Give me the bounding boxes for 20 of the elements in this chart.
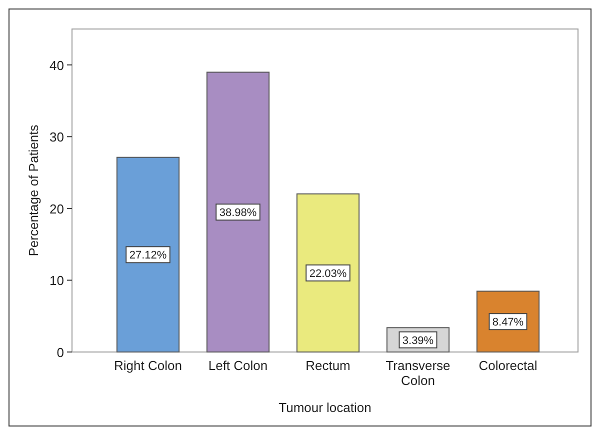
y-tick-label: 30 <box>50 130 64 145</box>
data-label: 38.98% <box>219 207 257 220</box>
bar <box>296 193 360 352</box>
y-tick-label: 10 <box>50 273 64 288</box>
y-axis-title: Percentage of Patients <box>26 124 41 256</box>
data-label: 8.47% <box>492 316 524 329</box>
data-label: 22.03% <box>309 268 347 280</box>
data-label: 3.39% <box>402 334 434 347</box>
data-label: 27.12% <box>129 250 167 262</box>
y-tick-label: 40 <box>50 58 64 73</box>
x-tick-label: Colorectal <box>478 358 538 373</box>
x-tick-label: Left Colon <box>208 358 268 373</box>
x-tick-label: Right Colon <box>114 358 182 373</box>
x-axis-title: Tumour location <box>278 400 372 415</box>
bar <box>206 72 270 352</box>
y-tick-label: 20 <box>50 201 64 216</box>
x-tick-label: Transverse Colon <box>386 358 450 388</box>
y-tick-label: 0 <box>56 345 64 360</box>
bar <box>116 156 180 352</box>
x-tick-label: Rectum <box>306 358 350 373</box>
